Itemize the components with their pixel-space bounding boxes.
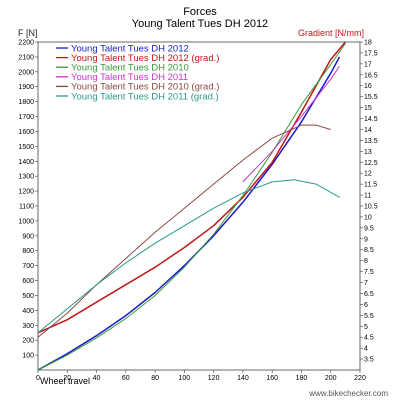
x-tick-label: 140 [237, 375, 249, 382]
series-line-4 [37, 124, 331, 338]
right-tick-label: 7.5 [364, 269, 374, 276]
series-lines [37, 41, 346, 371]
chart-title: Forces [183, 6, 217, 18]
series-line-5 [37, 179, 340, 334]
right-tick-label: 15 [364, 105, 372, 112]
legend-entry: Young Talent Tues DH 2012 [71, 43, 189, 54]
right-tick-label: 6 [364, 302, 368, 309]
right-tick-label: 3.5 [364, 357, 374, 364]
right-tick-label: 17 [364, 61, 372, 68]
watermark: www.bikechecker.com [308, 389, 388, 398]
legend-entry: Young Talent Tues DH 2012 (grad.) [71, 53, 219, 64]
x-tick-label: 60 [122, 375, 130, 382]
left-tick-label: 1500 [18, 144, 34, 151]
right-tick-label: 10.5 [364, 204, 378, 211]
left-tick-label: 900 [22, 233, 34, 240]
right-tick-label: 5.5 [364, 313, 374, 320]
left-tick-label: 500 [22, 293, 34, 300]
right-tick-label: 14 [364, 127, 372, 134]
chart-subtitle: Young Talent Tues DH 2012 [132, 18, 268, 30]
right-axis-label: Gradient [N/mm] [298, 28, 364, 38]
left-tick-label: 300 [22, 323, 34, 330]
right-tick-label: 9.5 [364, 225, 374, 232]
left-axis-label: F [N] [18, 28, 38, 38]
left-tick-label: 1100 [19, 204, 34, 211]
right-tick-label: 12 [364, 171, 372, 178]
right-tick-label: 11.5 [364, 182, 377, 189]
right-tick-label: 16.5 [364, 72, 378, 79]
x-tick-label: 40 [93, 375, 101, 382]
right-tick-label: 12.5 [364, 160, 378, 167]
right-tick-label: 16 [364, 83, 372, 90]
left-tick-label: 1200 [18, 189, 34, 196]
left-tick-label: 1300 [18, 174, 34, 181]
left-tick-label: 800 [22, 248, 34, 255]
left-tick-label: 1000 [18, 218, 34, 225]
right-tick-label: 7 [364, 280, 368, 287]
right-tick-label: 10 [364, 214, 372, 221]
legend-entry: Young Talent Tues DH 2010 [71, 63, 189, 74]
left-tick-label: 600 [22, 278, 34, 285]
tick-labels: 0 20 40 60 80 100 120 140 160 180 200 220 100 200 300 4… [18, 40, 377, 383]
left-tick-label: 1800 [18, 99, 34, 106]
left-tick-label: 1400 [18, 159, 34, 166]
right-tick-label: 8 [364, 258, 368, 265]
right-tick-label: 11 [364, 193, 371, 200]
right-tick-label: 6.5 [364, 291, 374, 298]
right-tick-label: 18 [364, 40, 372, 47]
x-tick-label: 120 [208, 375, 220, 382]
left-tick-label: 400 [22, 308, 34, 315]
left-tick-label: 1700 [18, 114, 34, 121]
right-tick-label: 13 [364, 149, 372, 156]
right-tick-label: 5 [364, 324, 368, 331]
series-line-0 [37, 56, 341, 371]
x-tick-label: 220 [354, 375, 366, 382]
left-tick-label: 2000 [18, 69, 34, 76]
right-tick-label: 14.5 [364, 116, 378, 123]
left-tick-label: 2200 [18, 40, 34, 47]
legend-entry: Young Talent Tues DH 2010 (grad.) [71, 82, 219, 93]
legend-entry: Young Talent Tues DH 2011 [71, 72, 188, 83]
right-tick-label: 4 [364, 346, 368, 353]
x-tick-label: 200 [325, 375, 337, 382]
series-line-3 [242, 65, 340, 183]
x-tick-label: 180 [296, 375, 308, 382]
left-tick-label: 2100 [18, 54, 34, 61]
x-tick-label: 0 [36, 375, 40, 382]
x-tick-label: 100 [179, 375, 191, 382]
legend-entry: Young Talent Tues DH 2011 (grad.) [71, 91, 219, 102]
x-tick-label: 80 [151, 375, 159, 382]
right-tick-label: 4.5 [364, 335, 374, 342]
left-tick-label: 200 [22, 338, 34, 345]
right-tick-label: 15.5 [364, 94, 378, 101]
right-tick-label: 8.5 [364, 247, 374, 254]
series-line-1 [37, 41, 346, 334]
right-tick-label: 13.5 [364, 138, 378, 145]
series-line-2 [37, 43, 346, 371]
x-axis-label: Wheel travel [40, 376, 90, 386]
left-tick-label: 1600 [18, 129, 34, 136]
x-tick-label: 160 [266, 375, 278, 382]
x-tick-label: 20 [63, 375, 71, 382]
left-tick-label: 100 [22, 353, 34, 360]
right-tick-label: 17.5 [364, 50, 378, 57]
left-tick-label: 700 [22, 263, 34, 270]
left-tick-label: 1900 [18, 84, 34, 91]
right-tick-label: 9 [364, 236, 368, 243]
